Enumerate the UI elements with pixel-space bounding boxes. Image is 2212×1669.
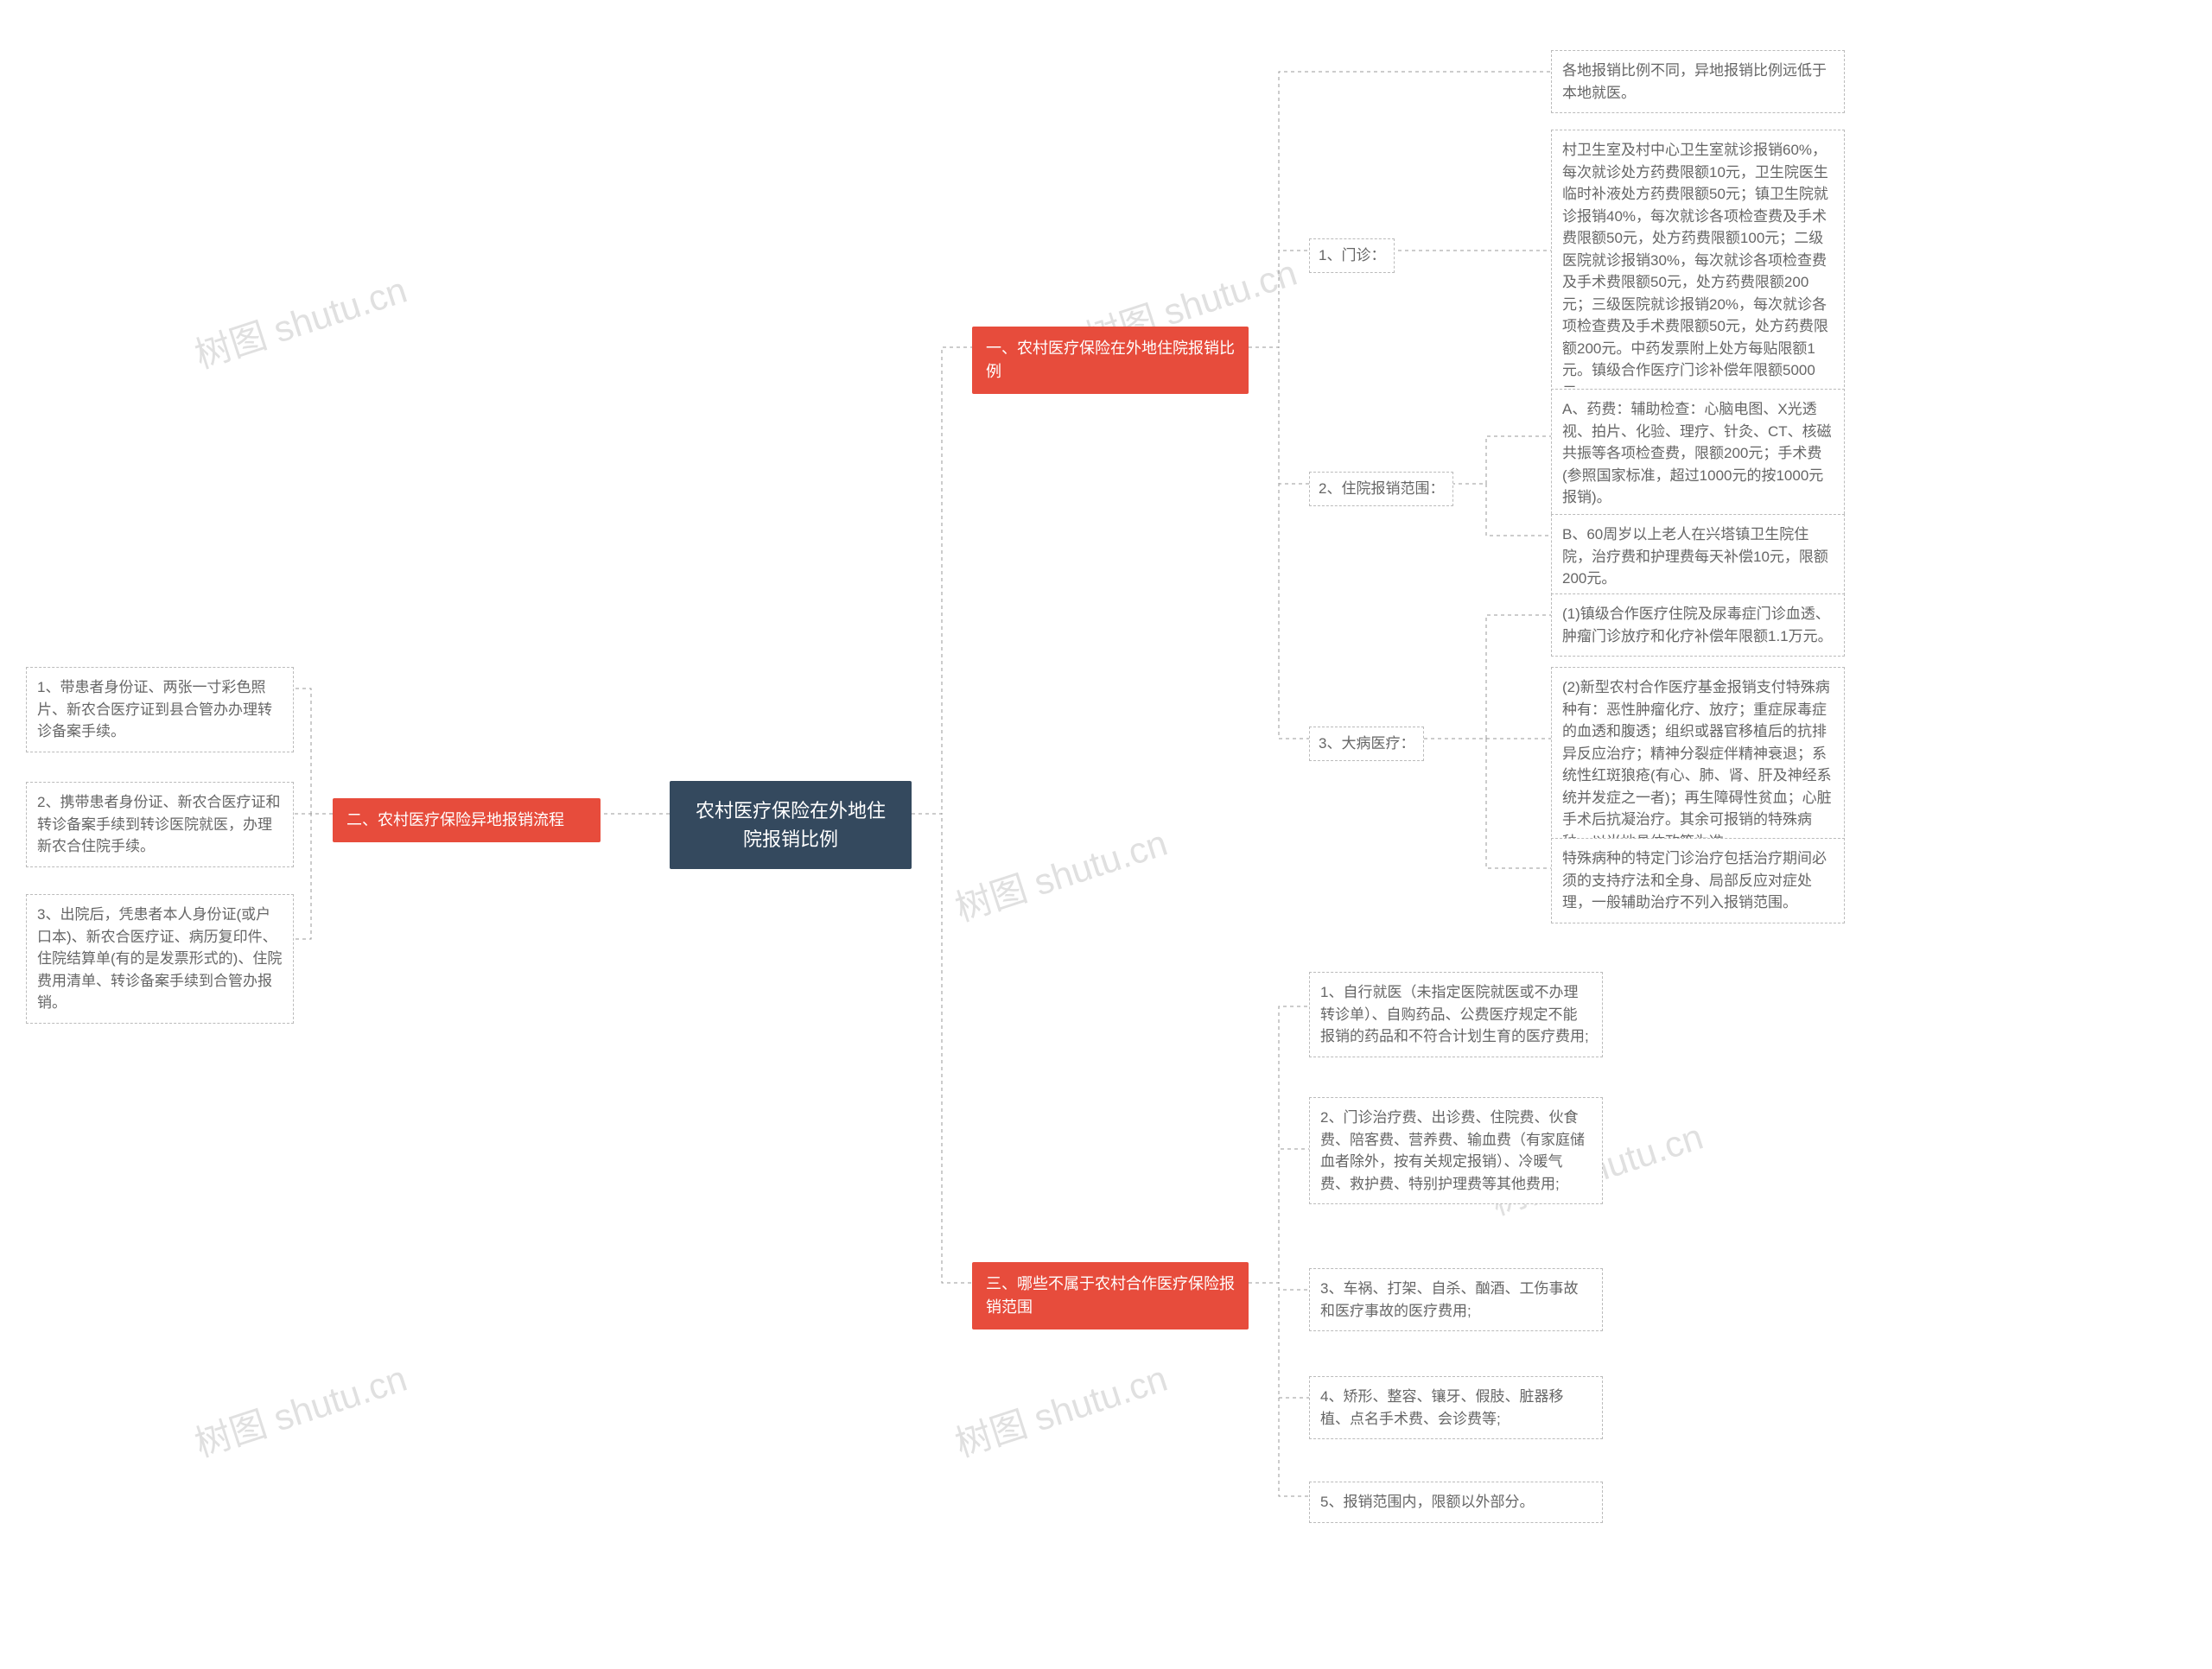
branch3-item3: 3、车祸、打架、自杀、酗酒、工伤事故和医疗事故的医疗费用; bbox=[1309, 1268, 1603, 1331]
branch1-sub3-item1: (1)镇级合作医疗住院及尿毒症门诊血透、肿瘤门诊放疗和化疗补偿年限额1.1万元。 bbox=[1551, 593, 1845, 657]
watermark: 树图 shutu.cn bbox=[948, 814, 1173, 932]
central-node: 农村医疗保险在外地住院报销比例 bbox=[670, 781, 912, 869]
watermark: 树图 shutu.cn bbox=[948, 1349, 1173, 1468]
branch1-sub3-item2: (2)新型农村合作医疗基金报销支付特殊病种有：恶性肿瘤化疗、放疗；重症尿毒症的血… bbox=[1551, 667, 1845, 862]
connector-lines bbox=[0, 0, 2212, 1669]
branch1-sub1-label: 1、门诊： bbox=[1309, 238, 1395, 273]
watermark: 树图 shutu.cn bbox=[188, 1349, 413, 1468]
branch1-sub2-label: 2、住院报销范围： bbox=[1309, 472, 1453, 506]
watermark: 树图 shutu.cn bbox=[188, 261, 413, 379]
branch2-item3: 3、出院后，凭患者本人身份证(或户口本)、新农合医疗证、病历复印件、住院结算单(… bbox=[26, 894, 294, 1024]
branch1-sub2-item-b: B、60周岁以上老人在兴塔镇卫生院住院，治疗费和护理费每天补偿10元，限额200… bbox=[1551, 514, 1845, 600]
branch3-item4: 4、矫形、整容、镶牙、假肢、脏器移植、点名手术费、会诊费等; bbox=[1309, 1376, 1603, 1439]
branch1-sub2-item-a: A、药费：辅助检查：心脑电图、X光透视、拍片、化验、理疗、针灸、CT、核磁共振等… bbox=[1551, 389, 1845, 518]
branch2-item2: 2、携带患者身份证、新农合医疗证和转诊备案手续到转诊医院就医，办理新农合住院手续… bbox=[26, 782, 294, 867]
branch1-sub1-text: 村卫生室及村中心卫生室就诊报销60%，每次就诊处方药费限额10元，卫生院医生临时… bbox=[1551, 130, 1845, 413]
branch3-item5: 5、报销范围内，限额以外部分。 bbox=[1309, 1482, 1603, 1523]
branch2-title: 二、农村医疗保险异地报销流程 bbox=[333, 798, 601, 842]
branch3-item1: 1、自行就医（未指定医院就医或不办理转诊单）、自购药品、公费医疗规定不能报销的药… bbox=[1309, 972, 1603, 1057]
branch3-item2: 2、门诊治疗费、出诊费、住院费、伙食费、陪客费、营养费、输血费（有家庭储血者除外… bbox=[1309, 1097, 1603, 1204]
branch1-sub3-item3: 特殊病种的特定门诊治疗包括治疗期间必须的支持疗法和全身、局部反应对症处理，一般辅… bbox=[1551, 838, 1845, 923]
branch1-note-top: 各地报销比例不同，异地报销比例远低于本地就医。 bbox=[1551, 50, 1845, 113]
branch2-item1: 1、带患者身份证、两张一寸彩色照片、新农合医疗证到县合管办办理转诊备案手续。 bbox=[26, 667, 294, 752]
branch1-title: 一、农村医疗保险在外地住院报销比例 bbox=[972, 327, 1249, 394]
branch3-title: 三、哪些不属于农村合作医疗保险报销范围 bbox=[972, 1262, 1249, 1329]
branch1-sub3-label: 3、大病医疗： bbox=[1309, 727, 1424, 761]
